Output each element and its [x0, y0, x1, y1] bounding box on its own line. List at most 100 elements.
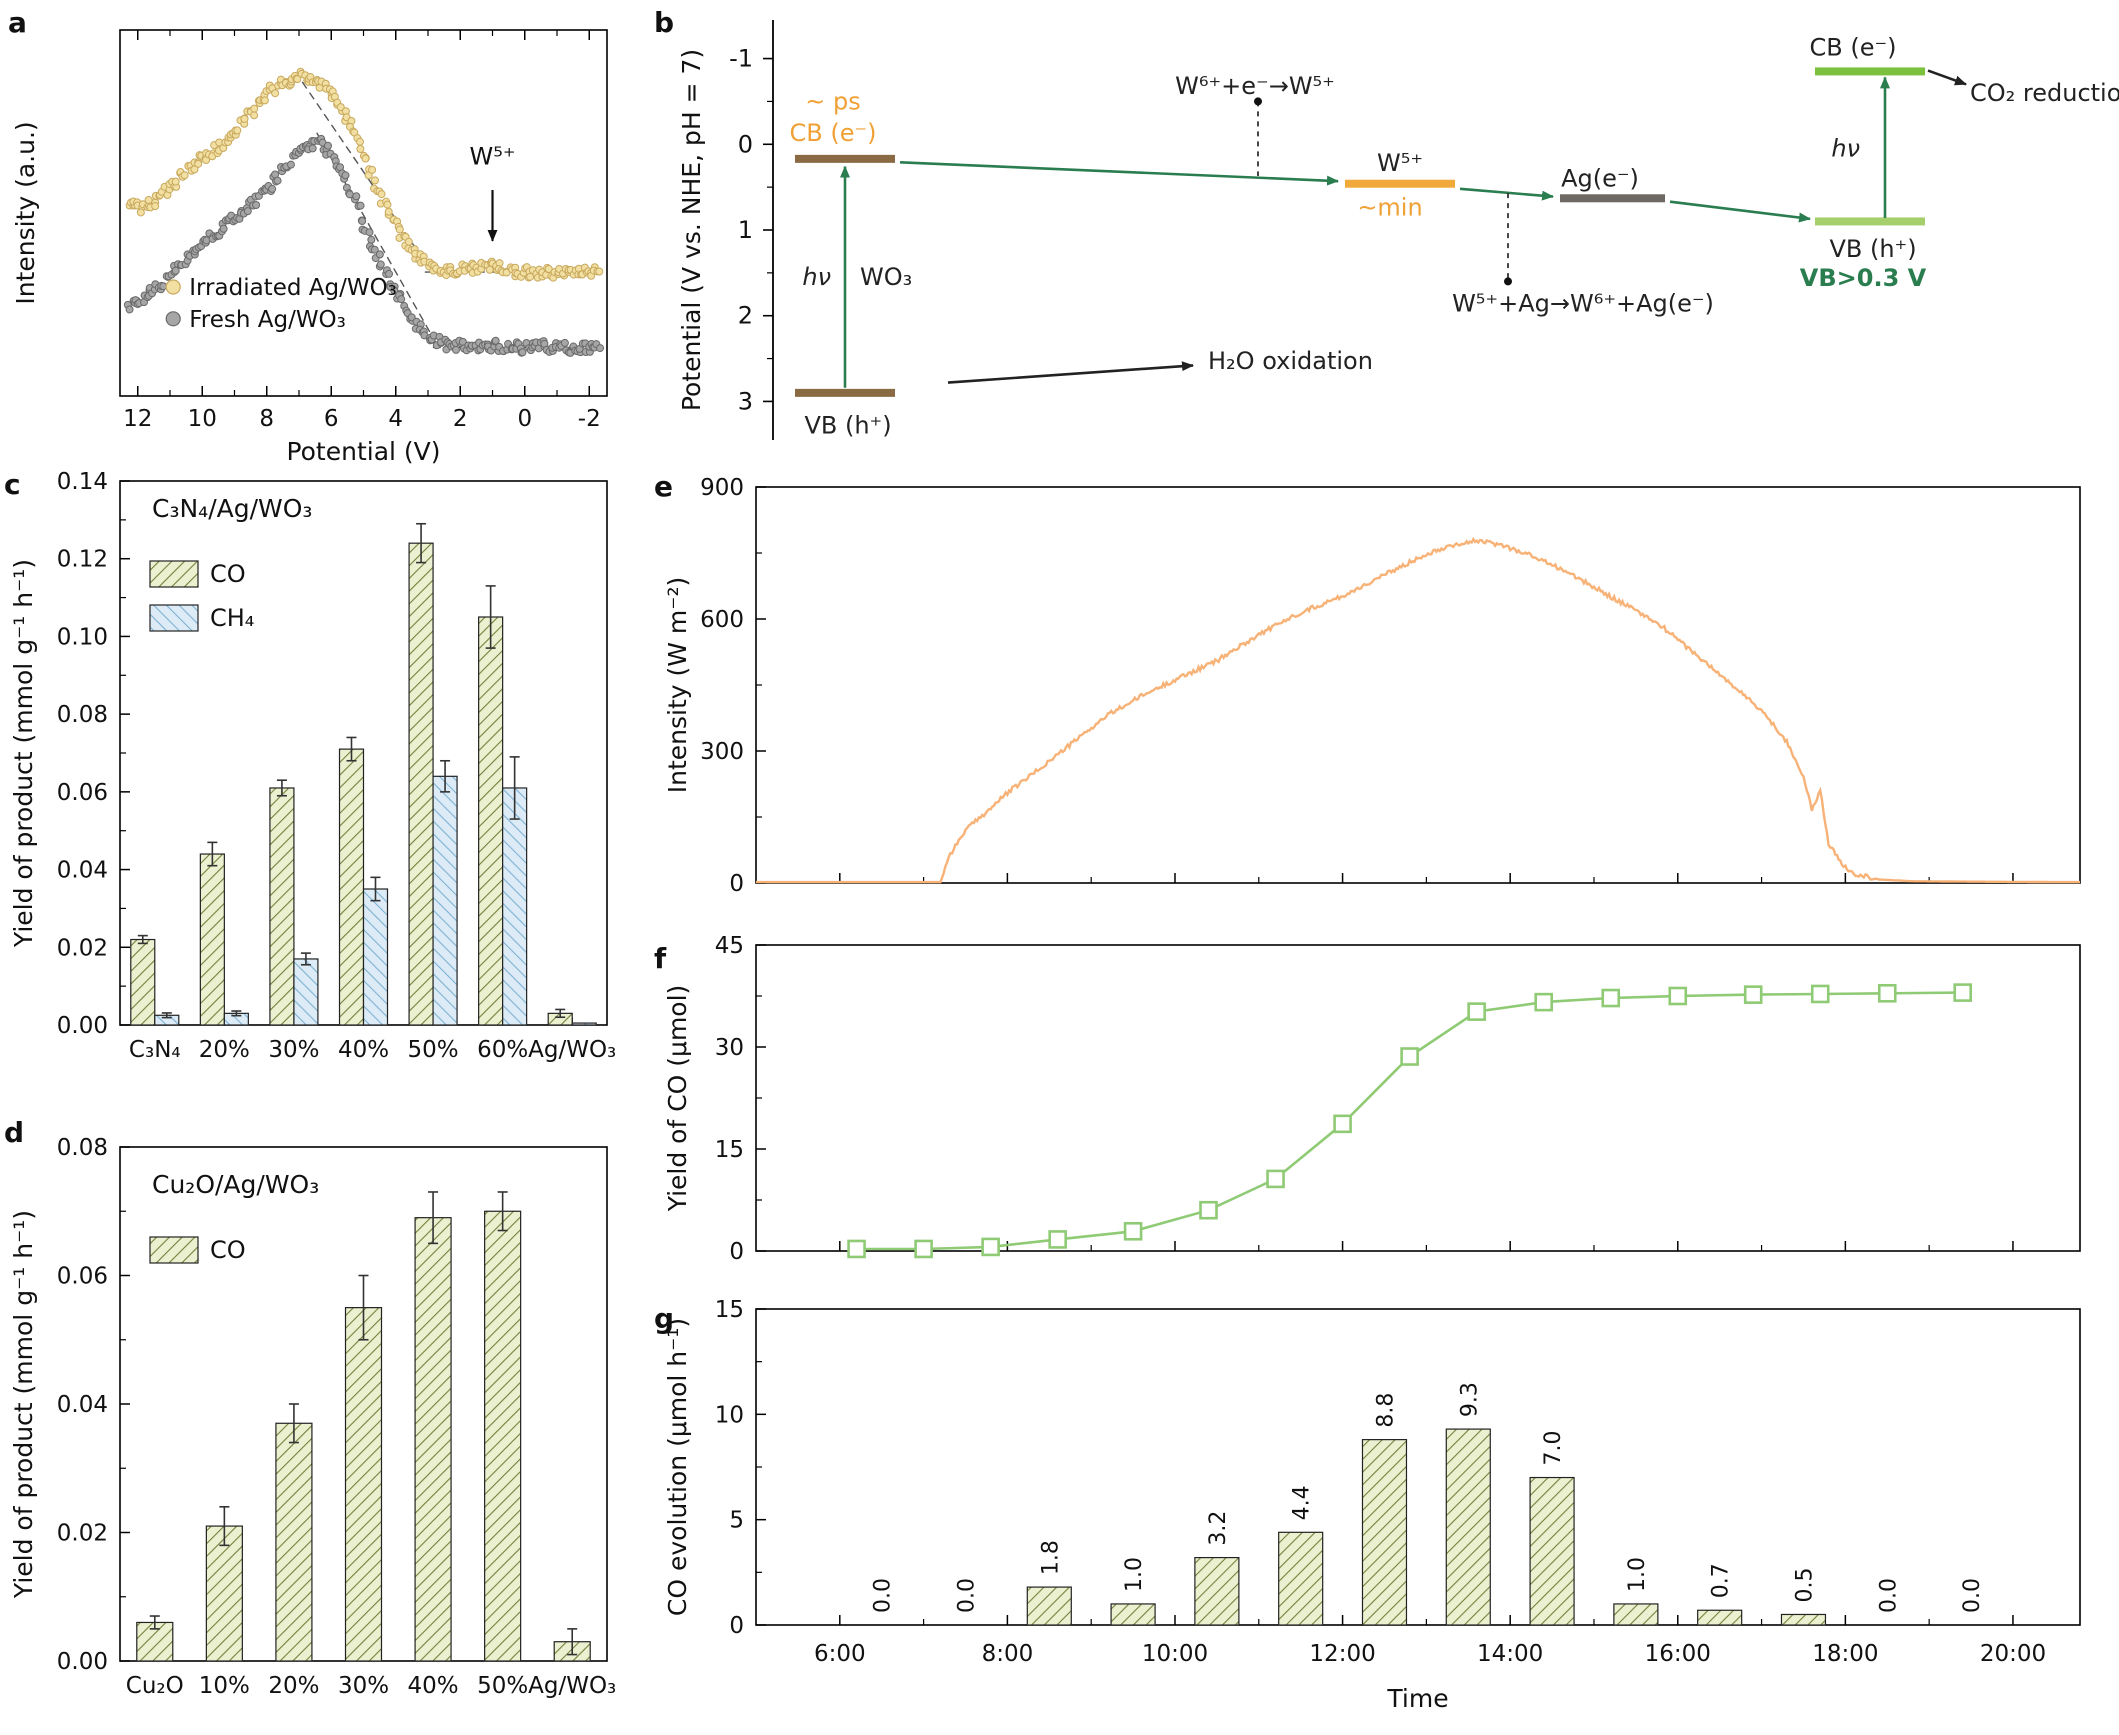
panel-g-label: g	[654, 1302, 675, 1335]
bar-value-label: 1.0	[1625, 1557, 1650, 1592]
diagram-label: W⁵⁺	[1377, 149, 1423, 177]
x-tick-label: 30%	[338, 1673, 389, 1699]
diagram-label: VB>0.3 V	[1800, 264, 1927, 292]
bar-9.3	[1445, 1428, 1491, 1626]
x-axis-title: Potential (V)	[286, 437, 440, 466]
x-axis-title: Time	[1386, 1684, 1448, 1713]
bar-CO-20%	[199, 853, 225, 1026]
y-tick-label: 5	[729, 1508, 744, 1534]
x-axis: Cu₂O 10% 20% 30% 40% 50% Ag/WO₃	[126, 1654, 616, 1699]
data-marker	[981, 1237, 1000, 1257]
x-tick-label: 10	[188, 406, 217, 432]
bar-value-label: 4.4	[1290, 1485, 1315, 1520]
series-fresh	[123, 134, 605, 357]
diagram-label: CB (e⁻)	[1809, 33, 1896, 61]
plot-frame	[755, 1308, 2081, 1626]
x-tick-label: 20%	[268, 1673, 319, 1699]
bars: 0.0 0.0 1.8 1.0 3.2 4.4 8.8 9.3 7.0 1.0 0.7 0.5 0.0 0…	[871, 1382, 1985, 1626]
data-marker	[914, 1239, 933, 1259]
data-marker	[1400, 1047, 1419, 1066]
legend-label: Fresh Ag/WO₃	[189, 307, 346, 333]
x-tick-label: 8	[259, 406, 274, 432]
energy-bands	[795, 67, 1925, 397]
data-marker	[1266, 1169, 1285, 1189]
bar-value-label: 1.0	[1122, 1557, 1147, 1592]
y-tick-label: 1	[738, 216, 753, 244]
bar-CH₄-30%	[293, 958, 319, 1026]
data-marker	[1333, 1114, 1352, 1134]
x-tick-label: -2	[578, 406, 601, 432]
diagram-label: VB (h⁺)	[1829, 235, 1916, 263]
panel-d-label: d	[4, 1116, 25, 1149]
y-axis: 0.00 0.02 0.04 0.06 0.08	[57, 1135, 130, 1675]
x-tick-label: 40%	[408, 1673, 459, 1699]
x-axis	[839, 1241, 2014, 1251]
diagram-label: W⁵⁺+Ag→W⁶⁺+Ag(e⁻)	[1452, 290, 1714, 318]
y-tick-label: 0	[729, 871, 744, 897]
diagram-label: hν	[802, 263, 831, 291]
bar-value-label: 1.8	[1038, 1540, 1063, 1575]
bar-CO-20%	[275, 1422, 313, 1662]
data-marker	[1810, 984, 1830, 1004]
panel-a-xps-scatter-chart: 12 10 8 6 4 2 0 -2 Potential (V) Intensity (a.u.)…	[11, 29, 608, 466]
diagram-label: Ag(e⁻)	[1561, 165, 1639, 193]
y-tick-label: 0.12	[57, 547, 108, 573]
y-tick-label: 0.04	[57, 1392, 108, 1418]
y-axis: 0 300 600 900	[700, 475, 766, 897]
x-tick-label: 60%	[477, 1037, 528, 1063]
data-marker	[1953, 983, 1972, 1002]
bar-value-label: 3.2	[1206, 1511, 1231, 1546]
data-marker	[1601, 988, 1621, 1008]
panel-e-plot: 0 300 600 900 Intensity (W m⁻²)	[663, 475, 2081, 897]
legend-marker	[165, 279, 181, 295]
bar-value-label: 8.8	[1373, 1393, 1398, 1428]
y-tick-label: 0.06	[57, 780, 108, 806]
bars	[130, 522, 597, 1026]
x-tick-label: 12:00	[1309, 1641, 1375, 1667]
panel-d-plot: 0.00 0.02 0.04 0.06 0.08 Yield of product (mm…	[9, 1135, 616, 1699]
co-yield-markers	[847, 983, 1972, 1259]
x-tick-label: 30%	[268, 1037, 319, 1063]
cs-vb-band	[1815, 217, 1925, 226]
y-axis: 0 5 10 15	[715, 1297, 766, 1639]
panel-b-label: b	[654, 6, 675, 39]
y-tick-label: -1	[729, 45, 753, 73]
y-tick-label: 0.02	[57, 1521, 108, 1547]
legend-title: C₃N₄/Ag/WO₃	[152, 494, 312, 523]
arrows	[840, 69, 1967, 388]
y-tick-label: 0	[729, 1239, 744, 1265]
y-tick-label: 3	[738, 387, 753, 415]
x-tick-label: 18:00	[1812, 1641, 1878, 1667]
x-tick-label: 6	[324, 406, 339, 432]
data-marker	[1467, 1002, 1486, 1021]
y-tick-label: 0.14	[57, 469, 108, 495]
bar-value-label: 0.0	[871, 1578, 896, 1613]
bar-CO-10%	[205, 1525, 243, 1662]
legend-title: Cu₂O/Ag/WO₃	[152, 1170, 319, 1199]
y-tick-label: 45	[715, 933, 744, 959]
x-tick-label: 50%	[408, 1037, 459, 1063]
y-tick-label: 0.08	[57, 1135, 108, 1161]
plot-frame	[755, 486, 2081, 884]
bar-CO-C₃N₄	[130, 938, 156, 1026]
cs-cb-band	[1815, 67, 1925, 76]
bar-value-label: 0.0	[1876, 1578, 1901, 1613]
x-tick-label: C₃N₄	[129, 1037, 181, 1063]
y-tick-label: 10	[715, 1402, 744, 1428]
y-tick-label: 15	[715, 1297, 744, 1323]
bar-CH₄-Ag/WO₃	[571, 1022, 597, 1026]
legend-label: Irradiated Ag/WO₃	[189, 275, 397, 301]
y-tick-label: 900	[700, 475, 744, 501]
bar-value-label: 0.0	[1960, 1578, 1985, 1613]
annotation-label: W⁵⁺	[469, 143, 515, 171]
x-tick-label: 8:00	[982, 1641, 1034, 1667]
x-tick-label: 2	[453, 406, 468, 432]
y-axis-title: Intensity (a.u.)	[11, 121, 40, 304]
w5-annotation: W⁵⁺	[469, 143, 516, 242]
bar-0.5	[1780, 1613, 1827, 1626]
data-marker	[1668, 986, 1688, 1006]
diagram-label: WO₃	[860, 263, 912, 291]
y-tick-label: 15	[715, 1137, 744, 1163]
x-tick-label: 14:00	[1477, 1641, 1543, 1667]
